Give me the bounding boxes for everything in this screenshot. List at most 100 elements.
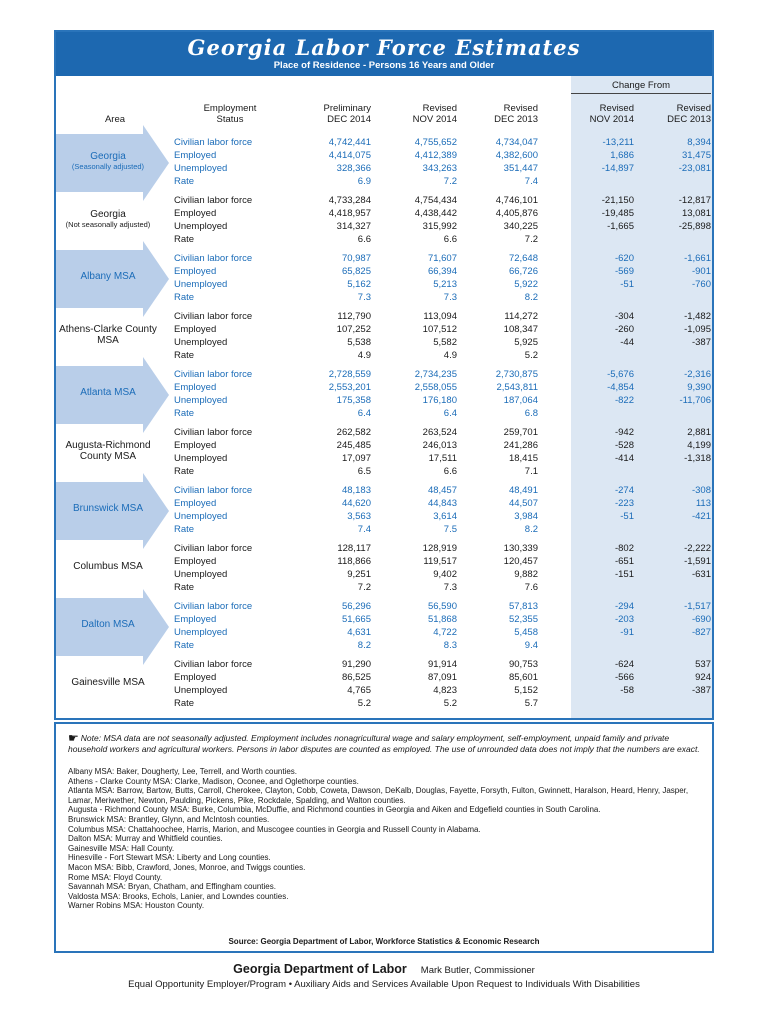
status-cell: Civilian labor force [174,543,253,554]
chg_dec-value: 537 [695,659,711,670]
column-header-employment-status: Employment Status [203,103,257,125]
status-cell: Unemployed [174,163,228,174]
change-from-label: Change From [571,76,711,94]
chg_nov-value: -223 [614,498,634,509]
chg_dec-column: 2,881 4,199 -1,318 [634,424,711,482]
nov-column: 91,914 87,091 4,823 5.2 [371,656,457,714]
prelim-value: 8.2 [357,640,371,651]
prelim-value: 4,414,075 [328,150,371,161]
status-cell: Civilian labor force [174,253,253,264]
area-name: Georgia [90,151,126,162]
chg_nov-value: -624 [614,659,634,670]
column-header-revised-dec-2013: Revised DEC 2013 [494,103,538,125]
status-cell: Employed [174,440,217,451]
area-label: Augusta-Richmond County MSA [56,424,160,478]
nov-column: 2,734,235 2,558,055 176,180 6.4 [371,366,457,424]
prelim-value: 3,563 [347,511,371,522]
nov-value: 48,457 [427,485,457,496]
prelim-value: 4,733,284 [328,195,371,206]
chg_dec-value: -1,517 [684,601,711,612]
column-header-change-revised-nov-2014: Revised NOV 2014 [589,103,634,125]
status-cell: Unemployed [174,569,228,580]
column-header-preliminary-dec-2014: Preliminary DEC 2014 [323,103,371,125]
status-cell: Unemployed [174,337,228,348]
nov-value: 5,582 [433,337,457,348]
area-label: Georgia (Seasonally adjusted) [56,134,160,188]
dec-column: 4,734,047 4,382,600 351,447 7.4 [457,134,538,192]
prelim-column: 70,987 65,825 5,162 7.3 [286,250,371,308]
status-cell: Unemployed [174,221,228,232]
nov-column: 128,919 119,517 9,402 7.3 [371,540,457,598]
chg_nov-value: -414 [614,453,634,464]
document-title-bar: Georgia Labor Force Estimates Place of R… [56,32,712,76]
area-name: Georgia [90,209,126,220]
source-line: Source: Georgia Department of Labor, Wor… [228,937,540,946]
msa-definition: Savannah MSA: Bryan, Chatham, and Effing… [68,882,276,892]
area-name: Gainesville MSA [71,677,145,689]
status-cell: Civilian labor force [174,485,253,496]
status-cell: Rate [174,524,195,535]
dec-value: 4,382,600 [495,150,538,161]
table-header-row: Area Employment Status Preliminary DEC 2… [56,76,712,134]
nov-value: 6.6 [443,466,457,477]
area-arrow-body [56,134,143,192]
chg_nov-value: -14,897 [601,163,634,174]
area-block: Gainesville MSA Civilian labor force Emplo… [56,656,712,714]
dec-value: 2,543,811 [496,382,538,393]
dec-value: 5,925 [514,337,538,348]
prelim-value: 51,665 [341,614,371,625]
dec-value: 18,415 [508,453,538,464]
prelim-value: 6.5 [357,466,371,477]
prelim-value: 4,418,957 [328,208,371,219]
nov-value: 6.6 [443,234,457,245]
chg_nov-value: -620 [614,253,634,264]
prelim-value: 9,251 [347,569,371,580]
chg_dec-value: 113 [695,498,711,509]
nov-column: 48,457 44,843 3,614 7.5 [371,482,457,540]
prelim-value: 7.4 [357,524,371,535]
status-cell: Employed [174,672,217,683]
area-name: Augusta-Richmond County MSA [65,439,151,463]
chg_nov-value: 1,686 [610,150,634,161]
msa-definition: Brunswick MSA: Brantley, Glynn, and McIn… [68,814,270,824]
prelim-value: 65,825 [341,266,371,277]
chg_dec-value: -12,817 [678,195,711,206]
prelim-value: 5,162 [347,279,371,290]
dec-value: 4,746,101 [495,195,538,206]
nov-value: 113,094 [423,311,457,322]
chg_nov-column: -620 -569 -51 [571,250,634,308]
spacer-column [538,424,571,482]
status-cell: Unemployed [174,453,228,464]
column-spacer [538,76,571,134]
status-cell: Employed [174,498,217,509]
chg_nov-value: -4,854 [607,382,634,393]
spacer-column [538,366,571,424]
labor-force-table: Georgia Labor Force Estimates Place of R… [54,30,714,720]
status-column: Civilian labor force Employed Unemployed Ra… [174,598,286,656]
status-cell: Employed [174,208,217,219]
chg_nov-column: -304 -260 -44 [571,308,634,366]
chg_dec-value: -760 [691,279,711,290]
nov-value: 7.5 [443,524,457,535]
chg_dec-value: 4,199 [687,440,711,451]
nov-value: 3,614 [433,511,457,522]
msa-definition: Columbus MSA: Chattahoochee, Harris, Mar… [68,824,481,834]
status-column: Civilian labor force Employed Unemployed Ra… [174,424,286,482]
dec-value: 57,813 [508,601,538,612]
nov-value: 5.2 [443,698,457,709]
area-label: Georgia (Not seasonally adjusted) [56,192,160,246]
dec-value: 52,355 [508,614,538,625]
area-cell: Atlanta MSA [56,357,174,433]
chg_dec-value: 924 [695,672,711,683]
chg_dec-value: -308 [691,485,711,496]
chg_dec-column: -1,517 -690 -827 [634,598,711,656]
nov-value: 87,091 [427,672,457,683]
dec-value: 5,152 [514,685,538,696]
nov-value: 4.9 [443,350,457,361]
chg_nov-value: -13,211 [602,137,634,148]
status-cell: Employed [174,614,217,625]
status-cell: Rate [174,466,195,477]
prelim-value: 86,525 [341,672,371,683]
area-arrow-body [56,250,143,308]
chg_nov-column: -274 -223 -51 [571,482,634,540]
